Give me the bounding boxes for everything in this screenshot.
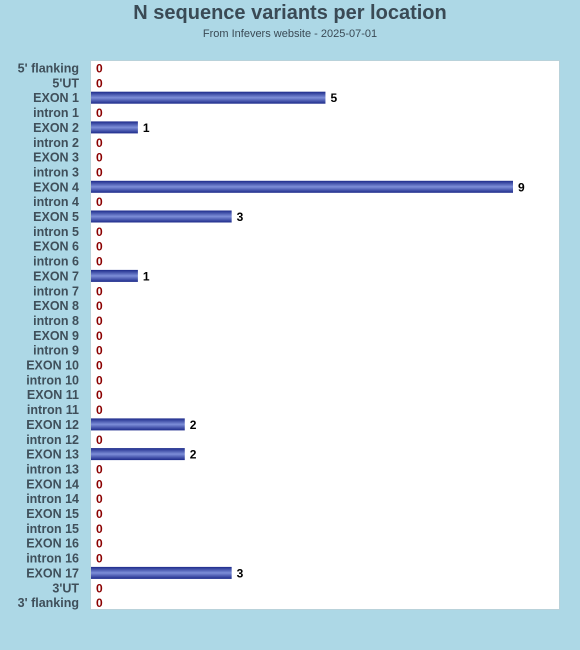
value-label: 0 [96, 507, 103, 521]
category-label: EXON 6 [33, 240, 79, 254]
value-label: 0 [96, 195, 103, 209]
category-label: EXON 7 [33, 269, 79, 283]
category-label: intron 16 [26, 552, 79, 566]
category-label: EXON 12 [26, 418, 79, 432]
bar [91, 210, 232, 223]
value-label: 1 [143, 121, 150, 135]
value-label: 0 [96, 433, 103, 447]
category-label: intron 2 [33, 136, 79, 150]
value-label: 0 [96, 388, 103, 402]
bar [91, 566, 232, 579]
bar [91, 121, 138, 134]
value-label: 0 [96, 522, 103, 536]
value-label: 0 [96, 240, 103, 254]
value-label: 0 [96, 62, 103, 76]
category-label: EXON 4 [33, 180, 79, 194]
value-label: 3 [237, 210, 244, 224]
value-label: 0 [96, 462, 103, 476]
value-label: 0 [96, 225, 103, 239]
chart-title: N sequence variants per location [133, 2, 447, 24]
value-label: 0 [96, 284, 103, 298]
value-label: 0 [96, 596, 103, 610]
value-label: 0 [96, 151, 103, 165]
value-label: 3 [237, 566, 244, 580]
value-label: 2 [190, 418, 197, 432]
category-label: intron 13 [26, 462, 79, 476]
category-label: EXON 2 [33, 121, 79, 135]
category-label: intron 12 [26, 433, 79, 447]
category-label: EXON 17 [26, 566, 79, 580]
value-label: 9 [518, 180, 525, 194]
value-label: 0 [96, 76, 103, 90]
category-label: EXON 10 [26, 359, 79, 373]
category-label: intron 10 [26, 373, 79, 387]
value-label: 5 [330, 91, 337, 105]
category-label: intron 4 [33, 195, 79, 209]
value-label: 1 [143, 269, 150, 283]
category-label: intron 1 [33, 106, 79, 120]
value-label: 0 [96, 581, 103, 595]
category-label: intron 5 [33, 225, 79, 239]
value-label: 0 [96, 329, 103, 343]
chart-subtitle: From Infevers website - 2025-07-01 [202, 28, 378, 40]
value-label: 0 [96, 403, 103, 417]
bar [91, 418, 185, 431]
category-label: intron 14 [26, 492, 79, 506]
value-label: 0 [96, 492, 103, 506]
category-label: EXON 14 [26, 477, 79, 491]
category-label: EXON 11 [27, 388, 79, 402]
category-label: intron 6 [33, 255, 79, 269]
category-label: intron 15 [26, 522, 79, 536]
category-label: EXON 5 [33, 210, 79, 224]
category-label: intron 3 [33, 165, 79, 179]
category-label: intron 9 [33, 344, 79, 358]
category-label: 3' flanking [18, 596, 79, 610]
category-label: EXON 1 [33, 91, 79, 105]
bar [91, 269, 138, 282]
bar [91, 448, 185, 461]
value-label: 2 [190, 448, 197, 462]
value-label: 0 [96, 373, 103, 387]
value-label: 0 [96, 136, 103, 150]
value-label: 0 [96, 255, 103, 269]
category-label: intron 11 [27, 403, 79, 417]
category-label: EXON 13 [26, 448, 79, 462]
category-label: EXON 16 [26, 537, 79, 551]
category-label: EXON 3 [33, 151, 79, 165]
value-label: 0 [96, 477, 103, 491]
value-label: 0 [96, 165, 103, 179]
value-label: 0 [96, 552, 103, 566]
value-label: 0 [96, 299, 103, 313]
category-label: 5'UT [52, 76, 79, 90]
value-label: 0 [96, 106, 103, 120]
category-label: intron 7 [33, 284, 79, 298]
value-label: 0 [96, 359, 103, 373]
category-label: EXON 9 [33, 329, 79, 343]
category-label: EXON 8 [33, 299, 79, 313]
value-label: 0 [96, 314, 103, 328]
value-label: 0 [96, 537, 103, 551]
category-label: EXON 15 [26, 507, 79, 521]
value-label: 0 [96, 344, 103, 358]
category-label: 5' flanking [18, 62, 79, 76]
plot-area [90, 60, 560, 610]
category-label: 3'UT [52, 581, 79, 595]
bar [91, 91, 326, 104]
bar [91, 180, 513, 193]
category-label: intron 8 [33, 314, 79, 328]
